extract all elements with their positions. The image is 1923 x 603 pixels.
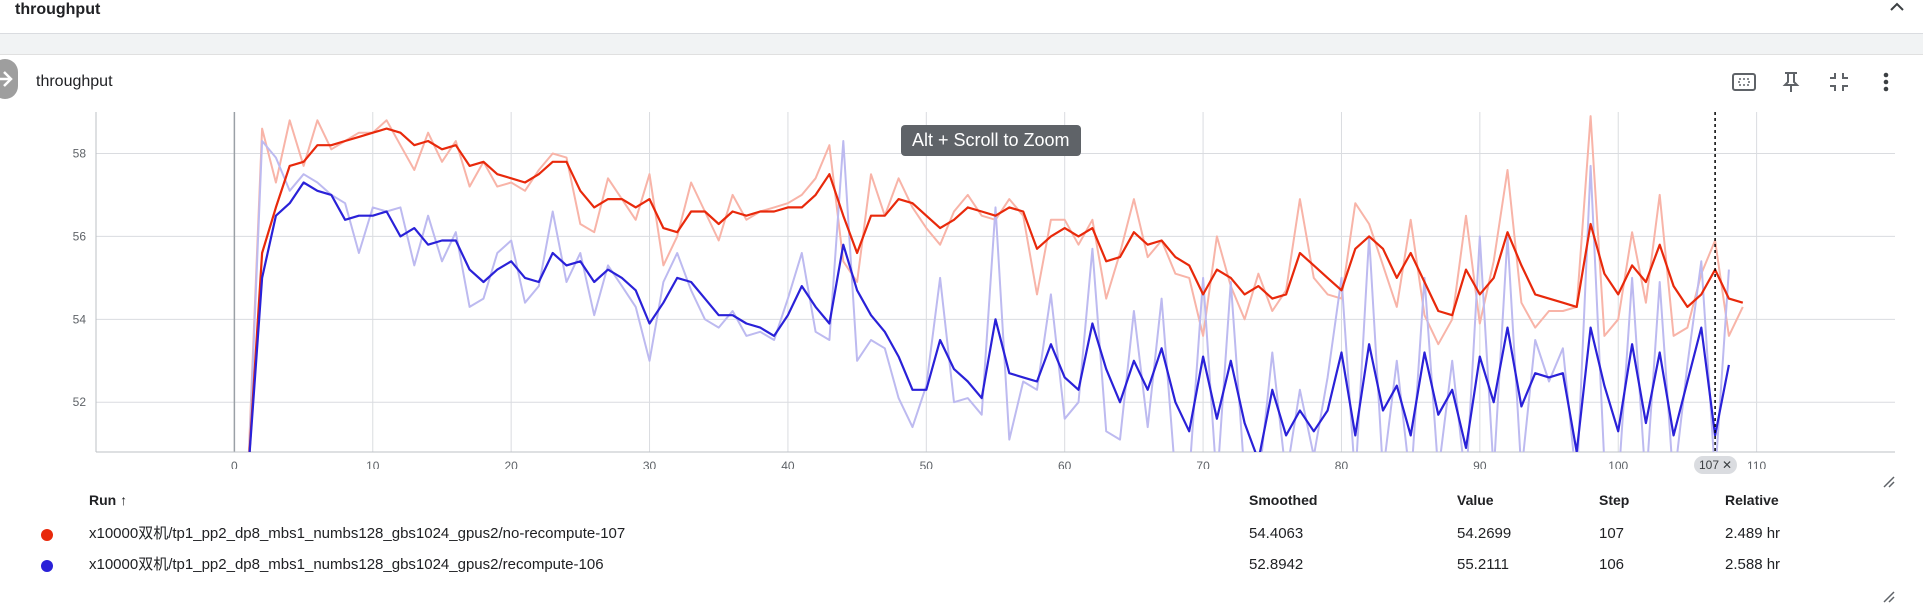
x-tick-label: 0 xyxy=(231,459,238,469)
smoothed-series-line-1 xyxy=(248,181,1730,452)
column-header-smoothed[interactable]: Smoothed xyxy=(1249,492,1318,508)
x-tick-label: 10 xyxy=(366,459,380,469)
close-icon[interactable]: ✕ xyxy=(1722,458,1733,472)
x-tick-label: 30 xyxy=(643,459,657,469)
x-tick-label: 40 xyxy=(781,459,795,469)
collapse-fullscreen-icon[interactable] xyxy=(1826,69,1852,95)
series-color-dot xyxy=(41,529,53,541)
y-tick-label: 54 xyxy=(73,312,87,326)
smoothed-series-line-0 xyxy=(248,127,1744,452)
section-title: throughput xyxy=(15,1,101,18)
value-cell: 55.2111 xyxy=(1457,556,1509,573)
step-cell: 107 xyxy=(1599,525,1625,542)
section-header: throughput xyxy=(0,0,1923,34)
chart-card: throughput 52 54 56 58 0 10 20 30 40 50 60 70 80 90 10… xyxy=(0,54,1923,603)
x-tick-label: 90 xyxy=(1473,459,1487,469)
column-header-value[interactable]: Value xyxy=(1457,492,1494,508)
x-tick-label: 110 xyxy=(1747,459,1766,469)
table-row[interactable]: x10000双机/tp1_pp2_dp8_mbs1_numbs128_gbs10… xyxy=(0,555,1923,579)
resize-handle-icon[interactable] xyxy=(1883,476,1895,488)
value-cell: 54.2699 xyxy=(1457,525,1512,542)
fit-domain-icon[interactable] xyxy=(1731,69,1757,95)
y-tick-label: 52 xyxy=(73,395,87,409)
step-cursor-label: 107 xyxy=(1699,458,1720,472)
x-tick-label: 60 xyxy=(1058,459,1072,469)
step-cell: 106 xyxy=(1599,556,1625,573)
run-name-cell: x10000双机/tp1_pp2_dp8_mbs1_numbs128_gbs10… xyxy=(89,556,604,573)
line-chart[interactable]: 52 54 56 58 0 10 20 30 40 50 60 70 80 90 100 110 xyxy=(0,109,1923,469)
x-tick-label: 20 xyxy=(504,459,518,469)
relative-cell: 2.588 hr xyxy=(1725,556,1781,573)
run-name-cell: x10000双机/tp1_pp2_dp8_mbs1_numbs128_gbs10… xyxy=(89,525,626,542)
arrow-right-icon[interactable] xyxy=(0,59,18,99)
column-header-run[interactable]: Run ↑ xyxy=(89,492,128,508)
card-title: throughput xyxy=(36,73,113,90)
y-tick-label: 56 xyxy=(73,229,87,243)
relative-cell: 2.489 hr xyxy=(1725,525,1781,542)
x-tick-label: 50 xyxy=(920,459,934,469)
chevron-up-icon[interactable] xyxy=(1889,0,1905,14)
zoom-hint-tooltip: Alt + Scroll to Zoom xyxy=(901,125,1081,156)
column-header-relative[interactable]: Relative xyxy=(1725,492,1779,508)
table-row[interactable]: x10000双机/tp1_pp2_dp8_mbs1_numbs128_gbs10… xyxy=(0,524,1923,548)
x-tick-label: 100 xyxy=(1608,459,1628,469)
x-tick-label: 70 xyxy=(1196,459,1210,469)
column-header-step[interactable]: Step xyxy=(1599,492,1630,508)
resize-handle-icon[interactable] xyxy=(1883,591,1895,603)
x-tick-label: 80 xyxy=(1335,459,1349,469)
y-tick-label: 58 xyxy=(73,146,87,160)
pin-icon[interactable] xyxy=(1778,69,1804,95)
smoothed-cell: 54.4063 xyxy=(1249,525,1304,542)
raw-series-line-1 xyxy=(248,140,1730,452)
series-color-dot xyxy=(41,560,53,572)
step-cursor-chip[interactable]: 107 ✕ xyxy=(1694,456,1738,474)
smoothed-cell: 52.8942 xyxy=(1249,556,1304,573)
more-vert-icon[interactable] xyxy=(1873,69,1899,95)
